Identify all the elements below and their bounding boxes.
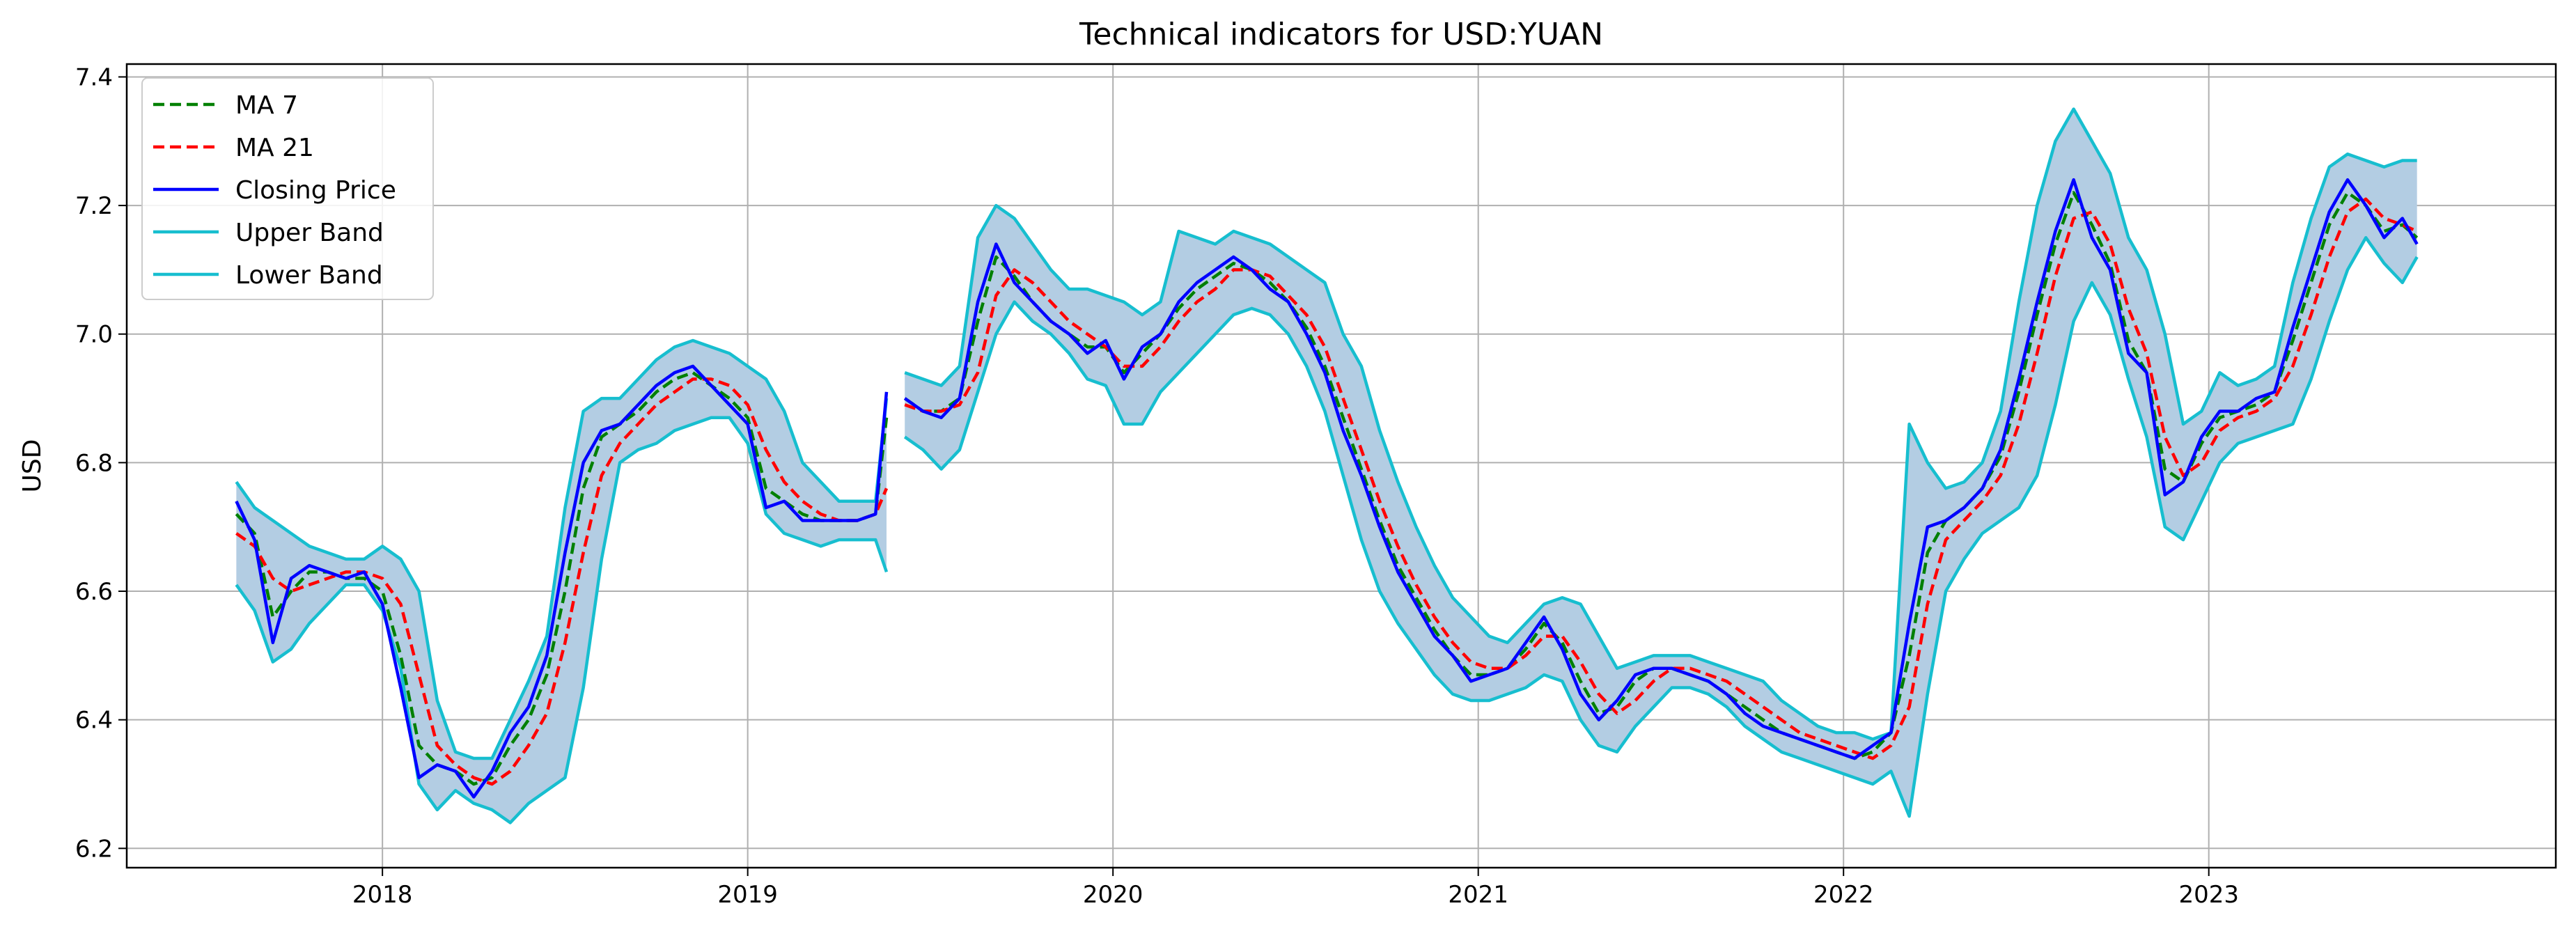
legend-box bbox=[141, 77, 434, 300]
x-tick-label: 2021 bbox=[1448, 881, 1508, 909]
y-axis-label: USD bbox=[18, 439, 47, 493]
ma21-line bbox=[235, 377, 889, 786]
x-tick-label: 2018 bbox=[352, 881, 413, 909]
legend-label: Lower Band bbox=[235, 261, 383, 290]
y-tick-label: 6.8 bbox=[75, 449, 113, 477]
x-tick-label: 2023 bbox=[2178, 881, 2239, 909]
lower-band-line bbox=[235, 416, 889, 824]
x-tick-label: 2020 bbox=[1083, 881, 1143, 909]
upper-band-line bbox=[235, 338, 889, 760]
legend-label: Closing Price bbox=[235, 176, 396, 205]
y-tick-label: 6.4 bbox=[75, 707, 113, 735]
ma21-line bbox=[904, 197, 2418, 760]
legend-label: Upper Band bbox=[235, 219, 384, 247]
plot-frame bbox=[125, 63, 2557, 869]
y-tick-label: 7.2 bbox=[75, 192, 113, 220]
closing-price-line bbox=[235, 364, 889, 799]
upper-band-line bbox=[904, 107, 2417, 741]
legend-label: MA 21 bbox=[235, 134, 314, 162]
closing-price-line bbox=[903, 178, 2419, 760]
y-tick-label: 7.0 bbox=[75, 321, 113, 349]
y-tick-label: 7.4 bbox=[75, 63, 113, 91]
series-lines-layer bbox=[235, 107, 2419, 824]
y-tick-label: 6.6 bbox=[75, 578, 113, 606]
x-tick-label: 2019 bbox=[717, 881, 778, 909]
legend: MA 7 MA 21 Closing Price Upper Band Lower Ba… bbox=[141, 77, 434, 300]
x-tick-label: 2022 bbox=[1813, 881, 1874, 909]
chart-title: Technical indicators for USD:YUAN bbox=[1079, 17, 1603, 52]
bollinger-band-fill bbox=[905, 109, 2417, 817]
lower-band-line bbox=[903, 236, 2419, 818]
axis-ticks-layer: 2018 2019 2020 2021 2022 2023 6.2 6.4 6.6 6.8 7.0 7… bbox=[75, 63, 2239, 909]
y-tick-label: 6.2 bbox=[75, 835, 113, 863]
legend-label: MA 7 bbox=[235, 91, 298, 120]
